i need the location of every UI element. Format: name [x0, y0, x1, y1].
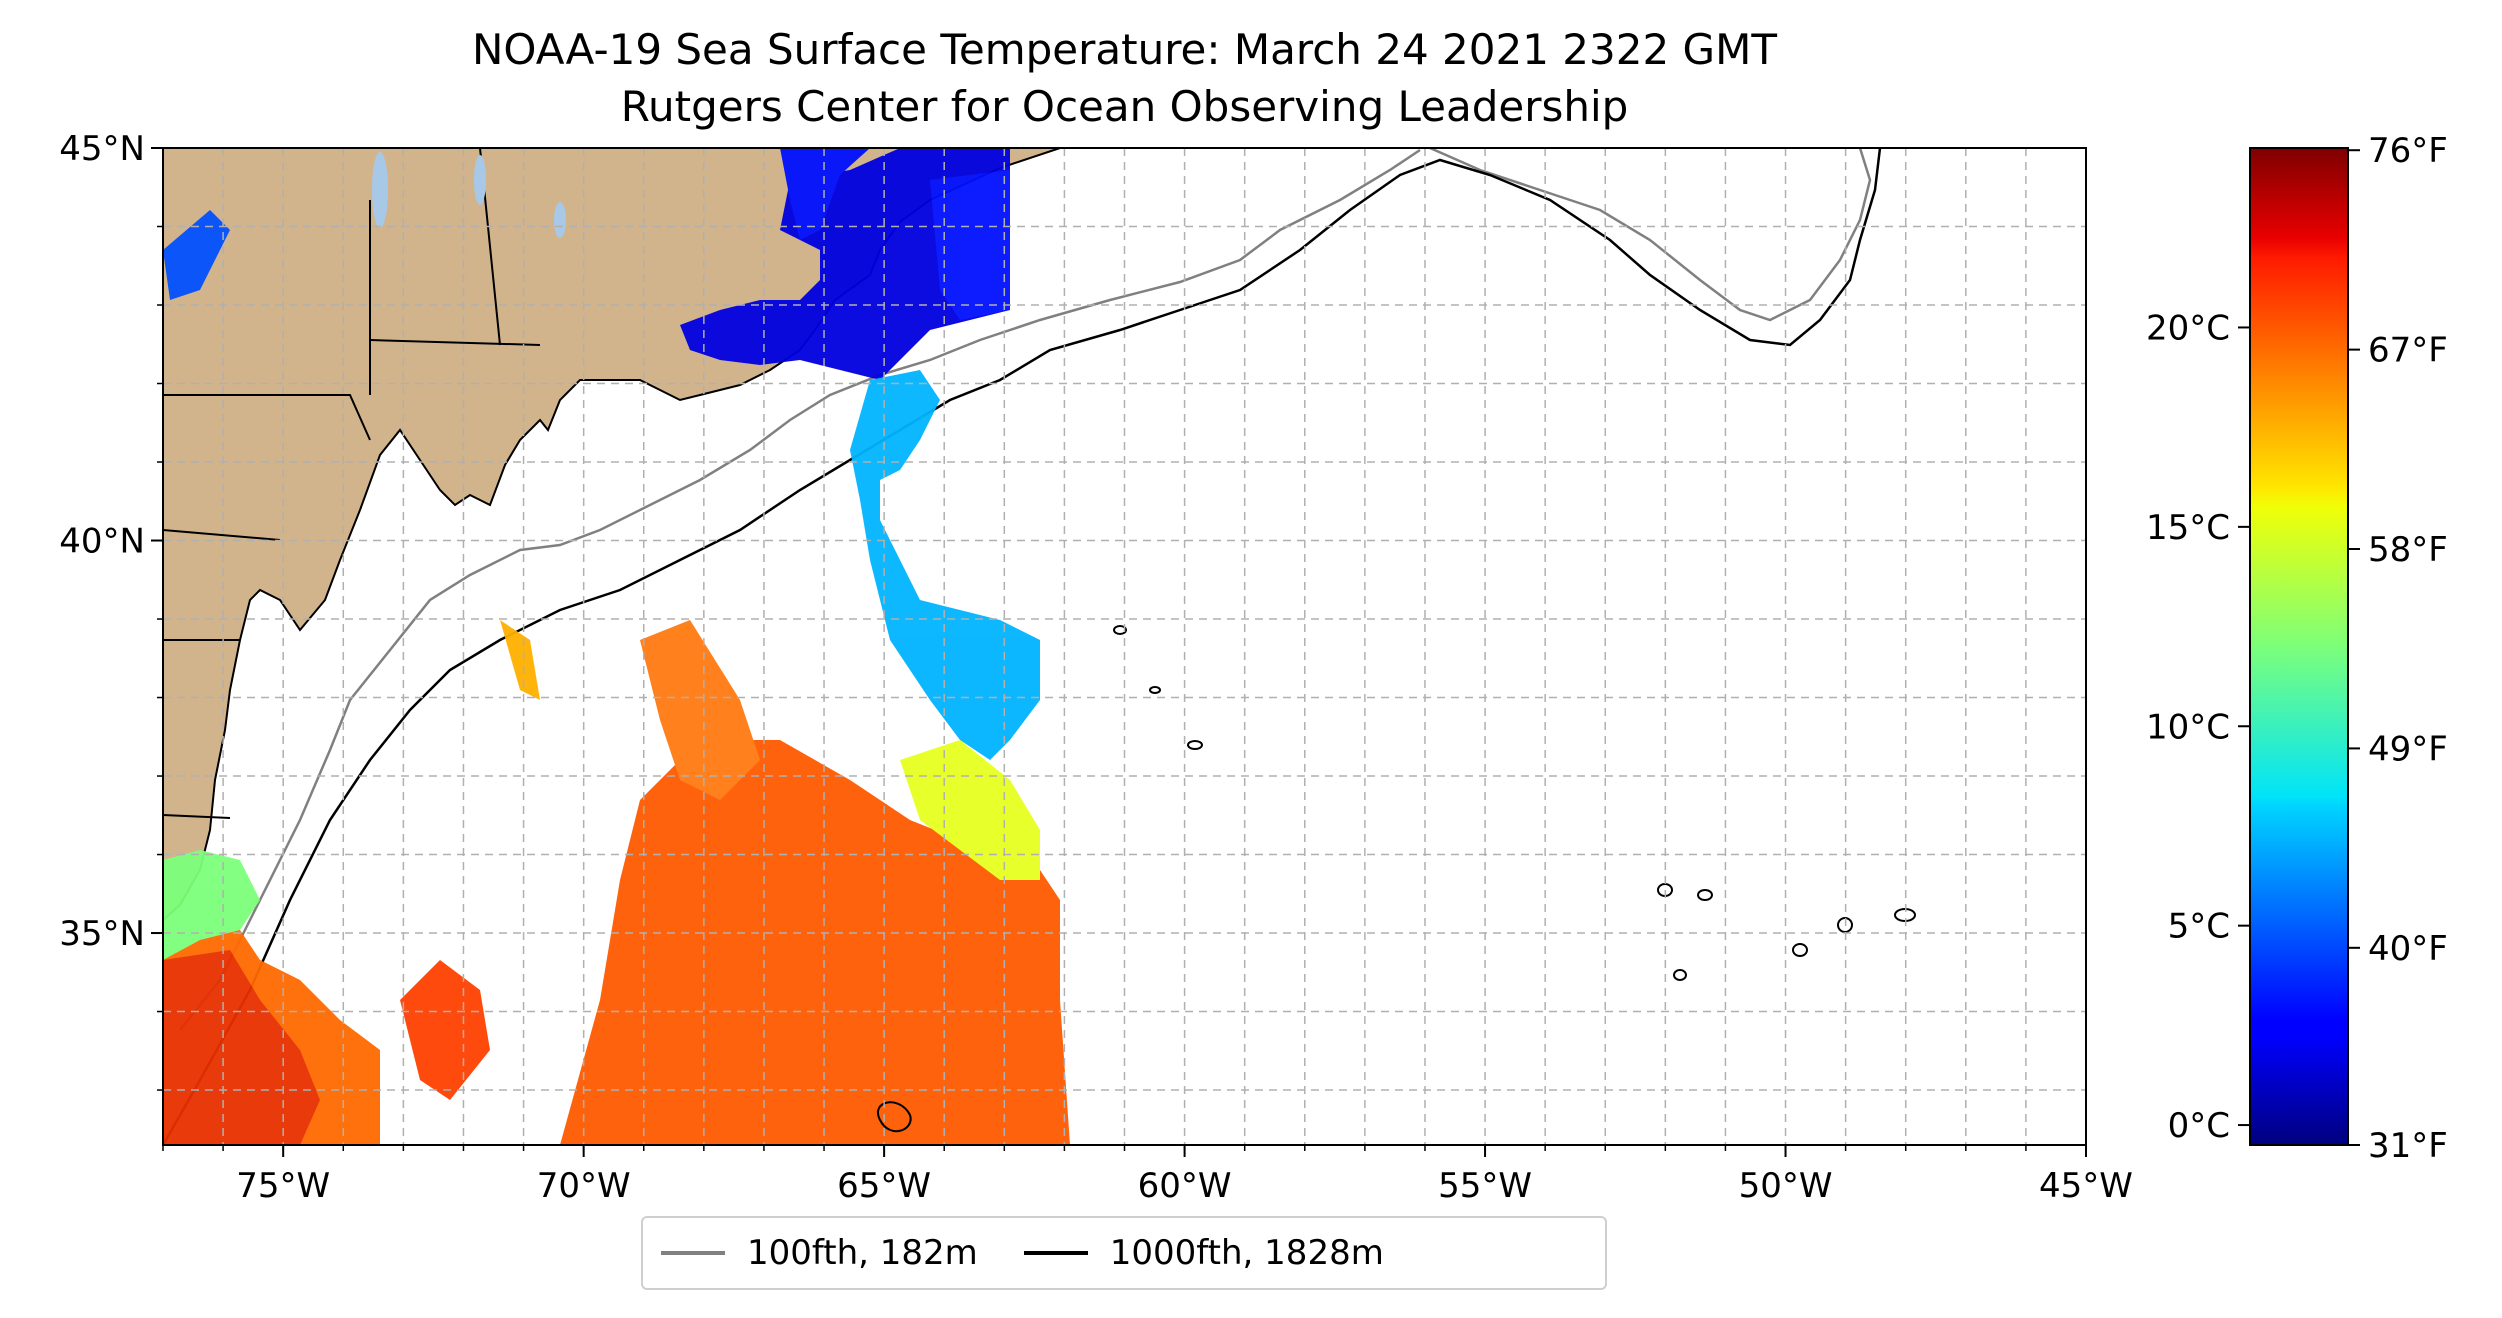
lat-tick-label: 45°N [59, 129, 145, 169]
longitude-ticks: 75°W 70°W 65°W 60°W 55°W 50°W 45°W [162, 1145, 2133, 1206]
legend-label-1000fth: 1000fth, 1828m [1109, 1233, 1384, 1273]
sst-cape-hatteras-cool [163, 850, 260, 960]
isobath-100fth [179, 148, 1872, 1031]
lat-tick-label: 40°N [59, 522, 145, 562]
colorbar-fahrenheit-ticks: 31°F 40°F 49°F 58°F 67°F 76°F [2348, 131, 2448, 1166]
sst-hatteras-red [163, 950, 320, 1145]
lon-tick-label: 55°W [1438, 1166, 1532, 1206]
lakes [372, 152, 566, 238]
sst-edge-yellow [900, 740, 1040, 880]
map-title: NOAA-19 Sea Surface Temperature: March 2… [472, 25, 1777, 74]
colorbar-celsius-ticks: 0°C 5°C 10°C 15°C 20°C [2146, 308, 2250, 1146]
fahrenheit-tick-label: 58°F [2368, 530, 2448, 570]
fahrenheit-tick-label: 49°F [2368, 729, 2448, 769]
sst-bay-of-fundy-cold [780, 148, 870, 240]
lon-tick-label: 75°W [236, 1166, 330, 1206]
sst-southwest-patch [400, 960, 490, 1100]
sst-gulf-stream-main [560, 740, 1070, 1145]
fahrenheit-tick-label: 31°F [2368, 1126, 2448, 1166]
legend: 100fth, 182m 1000fth, 1828m [641, 1216, 1607, 1290]
fahrenheit-tick-label: 76°F [2368, 131, 2448, 171]
lon-tick-label: 45°W [2039, 1166, 2133, 1206]
lon-tick-label: 50°W [1739, 1166, 1833, 1206]
legend-item-100fth: 100fth, 182m [661, 1233, 978, 1273]
sst-nova-scotia-cold [930, 170, 1010, 320]
lon-tick-label: 70°W [537, 1166, 631, 1206]
colorbar [2249, 147, 2349, 1146]
celsius-tick-label: 10°C [2146, 707, 2230, 747]
sst-gulf-stream-streak [640, 620, 760, 800]
lon-tick-label: 60°W [1138, 1166, 1232, 1206]
sst-data [163, 148, 1070, 1145]
legend-item-1000fth: 1000fth, 1828m [1023, 1233, 1384, 1273]
legend-line-1000fth [1023, 1251, 1088, 1255]
sst-north-corner-blue [163, 210, 230, 300]
map-area [163, 148, 2086, 1145]
gridlines [163, 148, 2086, 1145]
latitude-ticks: 45°N 40°N 35°N [59, 129, 163, 1091]
celsius-tick-label: 15°C [2146, 508, 2230, 548]
isobath-1000fth [163, 148, 1882, 1145]
map-subtitle: Rutgers Center for Ocean Observing Leade… [620, 82, 1629, 131]
celsius-tick-label: 20°C [2146, 308, 2230, 348]
legend-label-100fth: 100fth, 182m [747, 1233, 978, 1273]
fahrenheit-tick-label: 67°F [2368, 331, 2448, 371]
fahrenheit-tick-label: 40°F [2368, 929, 2448, 969]
legend-line-100fth [661, 1251, 725, 1255]
lat-tick-label: 35°N [59, 914, 145, 954]
sst-left-streak [500, 620, 540, 700]
celsius-tick-label: 5°C [2168, 907, 2230, 947]
sst-gulf-of-maine-cold [680, 148, 1010, 380]
lon-tick-label: 65°W [837, 1166, 931, 1206]
sst-slope-water [850, 370, 1040, 760]
celsius-tick-label: 0°C [2168, 1106, 2230, 1146]
